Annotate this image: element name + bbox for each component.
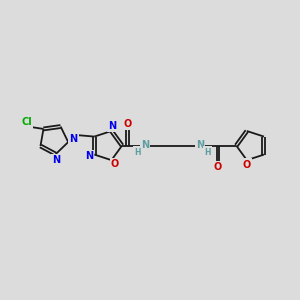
Text: N: N [196,140,204,150]
Text: O: O [243,160,251,170]
Text: H: H [134,148,141,157]
Text: O: O [111,159,119,169]
Text: O: O [214,162,222,172]
Text: N: N [85,151,93,161]
Text: N: N [109,121,117,131]
Text: H: H [204,148,210,157]
Text: O: O [123,119,131,129]
Text: N: N [52,155,60,165]
Text: N: N [69,134,78,144]
Text: N: N [141,140,149,150]
Text: Cl: Cl [21,118,32,128]
